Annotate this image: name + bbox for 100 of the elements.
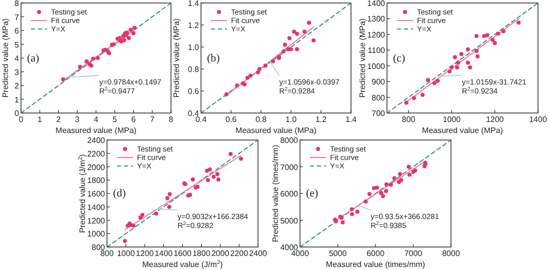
y-tick-label: 1200	[87, 216, 106, 226]
point	[426, 78, 430, 82]
y-tick-label: 1600	[87, 190, 106, 198]
x-axis-title: Measured value (MPa)	[422, 126, 504, 135]
point	[404, 100, 408, 105]
y-tick-label: 0.6	[188, 87, 200, 96]
y-tick-label: 1000	[367, 62, 386, 71]
point	[281, 49, 286, 54]
point	[340, 220, 345, 224]
x-tick-label: 1200	[486, 115, 504, 124]
y-tick-label: 6	[14, 26, 20, 36]
point	[224, 92, 229, 96]
y-axis-title: Predicted value (times/mm)	[271, 144, 280, 242]
point	[392, 176, 396, 180]
point	[468, 65, 472, 70]
point	[132, 26, 136, 30]
point	[190, 177, 195, 182]
x-tick-label: 1.2	[315, 115, 328, 124]
point	[216, 177, 220, 182]
point	[257, 66, 262, 72]
point	[374, 186, 380, 190]
point	[122, 238, 127, 244]
point	[399, 178, 404, 182]
x-tick-label: 1200	[136, 249, 154, 258]
x-tick-label: 1000	[116, 249, 136, 258]
x-tick-label: 7000	[404, 249, 423, 258]
point	[292, 30, 296, 34]
point	[270, 59, 276, 64]
y-tick-label: 0.8	[188, 65, 200, 74]
x-tick-label: 800	[100, 249, 114, 258]
x-tick-label: 8000	[442, 249, 460, 258]
point	[388, 182, 394, 187]
y-tick-label: 2200	[87, 149, 106, 158]
x-tick-label: 0.4	[195, 115, 208, 124]
y-tick-label: 5	[14, 40, 20, 50]
y-tick-label: 6000	[280, 190, 299, 198]
y-tick-label: 1000	[87, 230, 106, 239]
point	[384, 189, 388, 194]
x-tick-label: 2	[56, 115, 62, 124]
point	[398, 172, 402, 176]
point	[138, 216, 143, 220]
point	[476, 54, 480, 58]
annotation: (a)	[27, 52, 40, 64]
y-tick-label: 1400	[87, 202, 106, 212]
x-tick-label: 2000	[211, 249, 230, 258]
x-tick-label: 2200	[230, 249, 249, 258]
annotation: (d)	[113, 188, 126, 200]
point	[474, 34, 479, 38]
point	[406, 164, 411, 169]
point	[490, 38, 495, 42]
point	[165, 196, 170, 200]
y-tick-label: 1200	[367, 30, 386, 40]
point	[482, 34, 486, 38]
point	[126, 36, 131, 40]
x-tick-label: 2400	[249, 249, 268, 258]
annotation: (c)	[393, 52, 406, 64]
x-tick-label: 5	[112, 115, 118, 124]
y-axis-title: Predicted value (MPa)	[1, 18, 10, 98]
y-tick-label: 1800	[87, 176, 106, 186]
y-tick-label: 1.0	[188, 43, 200, 52]
y-tick-label: 2400	[87, 136, 106, 145]
y-axis-title: Predicted value (MPa)	[358, 18, 367, 98]
point	[96, 56, 100, 60]
x-tick-label: 1	[38, 115, 43, 124]
x-tick-label: 5000	[328, 249, 348, 258]
y-tick-label: 2000	[87, 162, 106, 172]
point	[420, 92, 425, 97]
x-axis-title: Measured value (MPa)	[56, 126, 137, 135]
x-tick-label: 4000	[291, 249, 310, 258]
point	[516, 20, 521, 25]
x-tick-label: 3	[75, 115, 80, 124]
point	[448, 69, 452, 74]
point	[466, 60, 470, 65]
point	[367, 192, 372, 196]
x-tick-label: 7	[150, 115, 156, 124]
x-axis-title: Measured value (MPa)	[236, 126, 317, 135]
point	[384, 182, 388, 186]
point	[496, 32, 500, 36]
point	[128, 28, 133, 32]
x-tick-label: 1400	[529, 115, 548, 124]
point	[294, 47, 300, 52]
x-tick-label: 6	[131, 115, 136, 124]
x-tick-label: 1600	[174, 249, 192, 258]
point	[306, 20, 312, 25]
point	[287, 36, 292, 40]
point	[436, 78, 440, 83]
point	[302, 30, 307, 34]
y-tick-label: 7000	[280, 162, 299, 172]
annotation: (b)	[207, 52, 220, 64]
point	[61, 77, 66, 82]
point	[91, 56, 96, 61]
x-axis-title: Measured value (J/m$^{2}$)	[142, 260, 224, 269]
point	[256, 70, 260, 74]
annotation: (e)	[306, 188, 319, 200]
point	[492, 41, 497, 46]
point	[154, 212, 158, 216]
point	[84, 59, 89, 64]
y-tick-label: 900	[372, 78, 386, 87]
point	[350, 212, 354, 216]
y-tick-label: 1100	[368, 46, 386, 56]
